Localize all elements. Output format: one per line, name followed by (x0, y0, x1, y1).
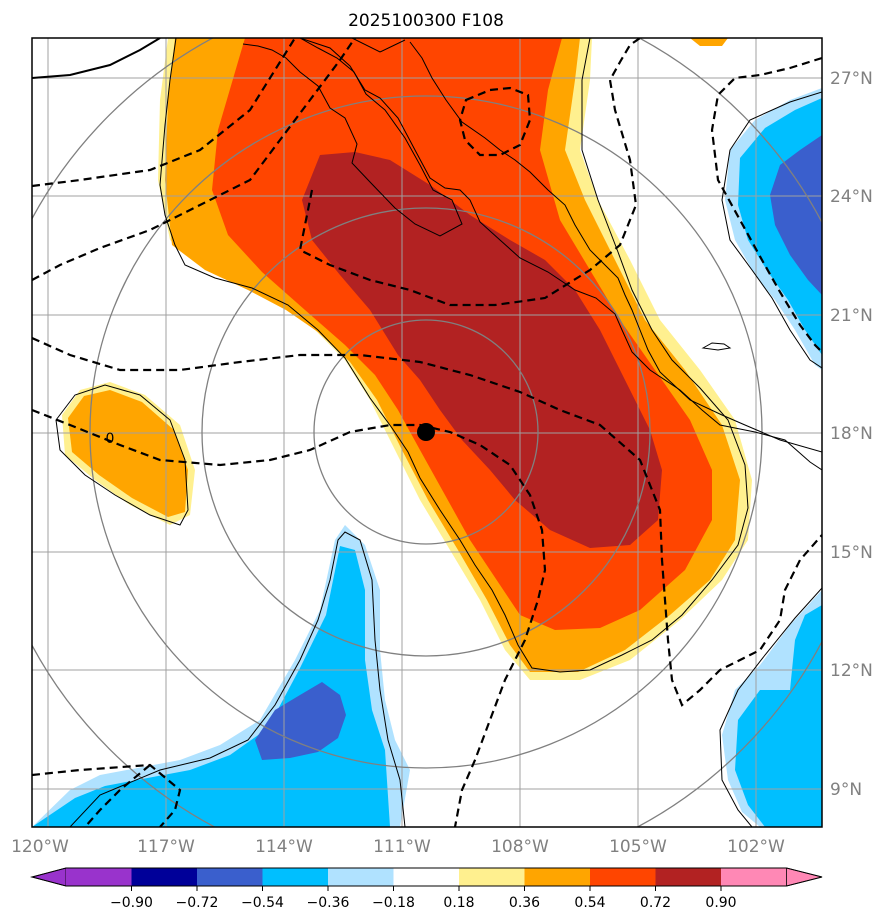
colorbar-tick-label: 0.90 (705, 895, 736, 911)
solid-contour (32, 38, 161, 79)
colorbar-outline (30, 867, 823, 887)
colorbar-segment (66, 868, 132, 886)
shading-west-orange (68, 390, 188, 517)
colorbar-segment (262, 868, 328, 886)
colorbar-segment (328, 868, 394, 886)
colorbar-segment (721, 868, 787, 886)
colorbar-tick-label: 0.72 (640, 895, 671, 911)
colorbar-tick-label: −0.54 (241, 895, 284, 911)
colorbar-segment (459, 868, 525, 886)
colorbar-segment (131, 868, 197, 886)
contour-label: 0 (106, 431, 115, 447)
colorbar-ticks (131, 886, 722, 891)
lon-label-117w: 117°W (137, 837, 195, 857)
colorbar-tick-label: 0.54 (574, 895, 605, 911)
lat-label-18n: 18°N (830, 424, 873, 444)
shading-sw-deep-sky-blue (32, 546, 390, 827)
range-ring (201, 207, 651, 657)
shading-se-deep-sky-blue (735, 605, 822, 827)
colorbar: −0.90 −0.72 −0.54 −0.36 −0.18 0.18 0.36 … (30, 867, 823, 911)
colorbar-extend-low (30, 867, 67, 887)
lon-label-111w: 111°W (373, 837, 431, 857)
colorbar-segment (655, 868, 721, 886)
colorbar-tick-label: −0.72 (176, 895, 219, 911)
lat-label-24n: 24°N (830, 187, 873, 207)
map-frame (31, 37, 823, 828)
shading-ne-royal-blue (770, 135, 822, 295)
range-ring (313, 319, 539, 545)
shading-sw-royal-blue (255, 682, 346, 760)
dashed-contours (32, 38, 822, 827)
lon-label-114w: 114°W (255, 837, 313, 857)
lat-axis: 27°N 24°N 21°N 18°N 15°N 12°N 9°N (830, 69, 873, 800)
shading-dark-red (302, 152, 662, 548)
lon-axis: 120°W 117°W 114°W 111°W 108°W 105°W 102°… (11, 837, 785, 857)
colorbar-tick-label: −0.36 (307, 895, 350, 911)
lat-label-9n: 9°N (830, 780, 862, 800)
colorbar-segment (524, 868, 590, 886)
figure-title: 2025100300 F108 (348, 11, 504, 31)
colorbar-extend-high (786, 867, 823, 887)
lon-label-102w: 102°W (727, 837, 785, 857)
map-area: 0 (32, 38, 822, 827)
lat-label-15n: 15°N (830, 543, 873, 563)
storm-center-marker (417, 423, 435, 441)
colorbar-tick-label: −0.18 (372, 895, 415, 911)
lon-label-105w: 105°W (609, 837, 667, 857)
lon-label-120w: 120°W (11, 837, 69, 857)
colorbar-tick-label: 0.36 (509, 895, 540, 911)
colorbar-segment (197, 868, 263, 886)
colorbar-tick-label: −0.90 (110, 895, 153, 911)
lon-label-108w: 108°W (491, 837, 549, 857)
coastlines (55, 38, 822, 827)
shading-ne-small-orange (690, 38, 728, 46)
colorbar-segment (393, 868, 459, 886)
colorbar-tick-label: 0.18 (443, 895, 474, 911)
lat-label-12n: 12°N (830, 661, 873, 681)
lat-label-21n: 21°N (830, 306, 873, 326)
colorbar-segment (590, 868, 656, 886)
lat-label-27n: 27°N (830, 69, 873, 89)
